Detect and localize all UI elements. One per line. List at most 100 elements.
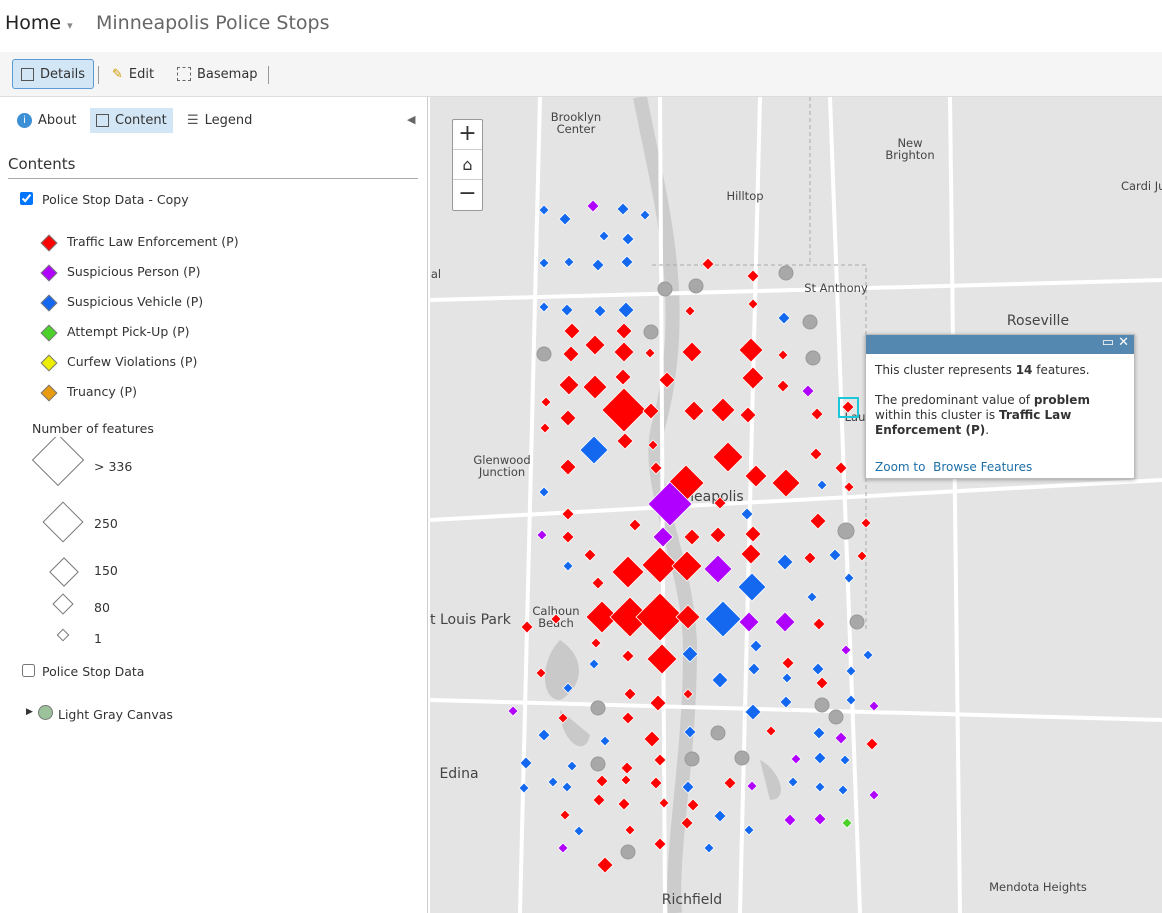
- legend-tab[interactable]: ☰ Legend: [187, 113, 253, 128]
- cluster-symbol: [682, 688, 694, 700]
- legend-label: Truancy (P): [67, 384, 137, 399]
- cluster-symbol: [868, 789, 880, 801]
- cluster-symbol: [649, 776, 663, 790]
- layer-name[interactable]: Police Stop Data - Copy: [42, 192, 189, 207]
- cluster-symbol: [703, 554, 733, 584]
- cluster-symbol: [561, 781, 573, 793]
- cluster-symbol: [579, 435, 609, 465]
- cluster-symbol: [746, 780, 758, 792]
- map[interactable]: Brooklyn Center New Brighton Hilltop Cardi Ju…: [430, 97, 1162, 913]
- cluster-symbol: [601, 387, 647, 433]
- layer-checkbox[interactable]: [20, 192, 33, 205]
- cluster-symbol: [681, 780, 695, 794]
- size-symbols: [31, 437, 85, 642]
- cluster-symbol: [747, 298, 759, 310]
- map-label: Edina: [439, 766, 478, 782]
- map-label: al: [431, 267, 441, 281]
- cluster-symbol: [649, 694, 667, 712]
- cluster-symbol: [816, 479, 828, 491]
- legend-swatch: [40, 324, 58, 342]
- cluster-circle: [802, 314, 818, 330]
- edit-button[interactable]: ✎ Edit: [112, 66, 155, 82]
- legend-swatch: [40, 234, 58, 252]
- layer2-checkbox[interactable]: [22, 664, 35, 677]
- popup-controls[interactable]: ▭ ✕: [1101, 335, 1129, 350]
- collapse[interactable]: ◀: [407, 113, 416, 126]
- about-tab[interactable]: i About: [11, 108, 82, 133]
- map-label: Roseville: [1007, 313, 1069, 329]
- cluster-symbol: [781, 672, 793, 684]
- cluster-symbol: [586, 199, 600, 213]
- cluster-symbol: [519, 756, 533, 770]
- cluster-symbol: [777, 311, 791, 325]
- cluster-symbol: [621, 232, 635, 246]
- cluster-symbol: [681, 645, 699, 663]
- expand[interactable]: ▶: [26, 707, 33, 717]
- cluster-circle: [734, 750, 750, 766]
- cluster-symbol: [620, 774, 632, 786]
- cluster-symbol: [671, 550, 703, 582]
- cluster-symbol: [746, 269, 760, 283]
- cluster-symbol: [739, 406, 757, 424]
- cluster-symbol: [595, 774, 609, 788]
- cluster-symbol: [814, 781, 826, 793]
- home-menu[interactable]: Home ▾: [5, 12, 73, 34]
- cluster-symbol: [713, 496, 727, 510]
- cluster-symbol: [588, 658, 600, 670]
- legend-label: Traffic Law Enforcement (P): [67, 234, 239, 249]
- cluster-symbol: [616, 202, 630, 216]
- cluster-symbol: [653, 753, 667, 767]
- layer2-name[interactable]: Police Stop Data: [42, 664, 145, 679]
- cluster-symbol: [810, 407, 824, 421]
- cluster-symbol: [559, 809, 571, 821]
- cluster-symbol: [611, 555, 645, 589]
- cluster-symbol: [776, 379, 790, 393]
- cluster-symbol: [620, 255, 634, 269]
- cluster-symbol: [560, 303, 574, 317]
- cluster-symbol: [613, 341, 635, 363]
- cluster-symbol: [557, 712, 569, 724]
- cluster-symbol: [573, 825, 585, 837]
- home-button[interactable]: ⌂: [453, 150, 482, 180]
- cluster-symbol: [815, 676, 829, 690]
- cluster-symbol: [652, 526, 674, 548]
- cluster-symbol: [537, 728, 551, 742]
- cluster-symbol: [744, 703, 762, 721]
- cluster-symbol: [765, 725, 777, 737]
- size-label: 150: [94, 563, 118, 578]
- cluster-symbol: [840, 644, 852, 656]
- map-label: Cardi Junc: [1121, 179, 1162, 193]
- basemap-button[interactable]: Basemap: [169, 59, 266, 89]
- zoom-to[interactable]: Zoom to: [875, 460, 926, 474]
- zoom-in[interactable]: +: [453, 120, 482, 150]
- cluster-circle: [590, 700, 606, 716]
- cluster-symbol: [518, 782, 530, 794]
- cluster-symbol: [803, 551, 817, 565]
- cluster-symbol: [744, 464, 768, 488]
- zoom-out[interactable]: −: [458, 181, 477, 206]
- cluster-symbol: [790, 753, 802, 765]
- cluster-symbol: [591, 258, 605, 272]
- popup-bar: ▭ ✕: [866, 335, 1134, 354]
- map-label: Hilltop: [726, 189, 763, 203]
- map-canvas: Brooklyn Center New Brighton Hilltop Cardi Ju…: [430, 97, 1162, 913]
- cluster-symbol: [558, 212, 572, 226]
- cluster-symbol: [563, 322, 581, 340]
- cluster-symbol: [801, 384, 815, 398]
- home[interactable]: Home: [5, 12, 62, 34]
- cluster-symbol: [845, 665, 857, 677]
- details-button[interactable]: Details: [12, 59, 95, 89]
- cluster-symbol: [747, 662, 761, 676]
- cluster-symbol: [828, 548, 842, 562]
- cluster-symbol: [562, 682, 574, 694]
- map-label: St Louis Park: [430, 612, 512, 628]
- cluster-symbol: [740, 543, 762, 565]
- browse-features[interactable]: Browse Features: [933, 460, 1033, 474]
- content-tab[interactable]: Content: [90, 108, 173, 133]
- cluster-symbol: [617, 797, 631, 811]
- cluster-symbol: [741, 366, 765, 390]
- map-label: Richfield: [662, 892, 722, 908]
- cluster-symbol: [813, 751, 827, 765]
- basemap-layer[interactable]: Light Gray Canvas: [58, 707, 173, 722]
